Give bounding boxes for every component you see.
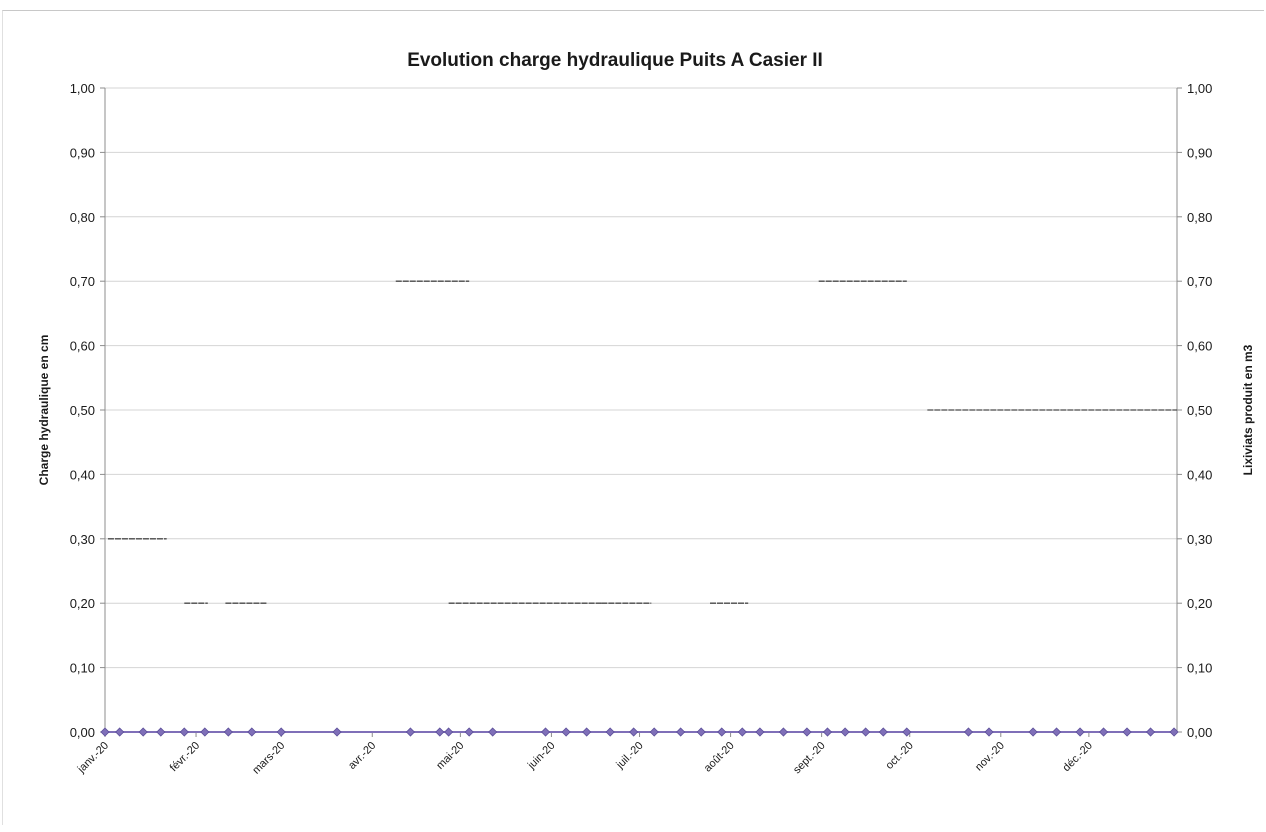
lixiviats-point	[435, 727, 445, 737]
lixiviats-point	[100, 727, 110, 737]
lixiviats-point	[605, 727, 615, 737]
y-axis-label: Charge hydraulique en cm	[37, 335, 51, 486]
y2-tick-label: 0,40	[1187, 467, 1212, 482]
lixiviats-point	[878, 727, 888, 737]
lixiviats-point	[582, 727, 592, 737]
y-tick-label: 0,80	[70, 210, 95, 225]
y-tick-label: 0,40	[70, 467, 95, 482]
gridlines	[105, 87, 1177, 669]
y2-tick-label: 0,10	[1187, 661, 1212, 676]
lixiviats-point	[649, 727, 659, 737]
lixiviats-point	[717, 727, 727, 737]
y-tick-label: 0,30	[70, 532, 95, 547]
y-tick-labels: 0,00 0,00 0,10 0,10 0,20 0,20 0,30 0,30 0,40 0,40…	[70, 81, 1213, 740]
y-tick-label: 0,50	[70, 403, 95, 418]
lixiviats-point	[1028, 727, 1038, 737]
lixiviats-point	[223, 727, 233, 737]
lixiviats-point	[276, 727, 286, 737]
lixiviats-point	[1099, 727, 1109, 737]
x-tick-label: août-20	[702, 740, 737, 775]
lixiviats-point	[200, 727, 210, 737]
x-tick-label: déc.-20	[1061, 740, 1095, 774]
x-tick-label: sept.-20	[791, 740, 828, 777]
y2-tick-label: 0,70	[1187, 274, 1212, 289]
x-tick-labels: janv.-20 févr.-20 mars-20 avr.-20 mai-20 juin…	[75, 740, 1095, 777]
y2-tick-label: 0,50	[1187, 403, 1212, 418]
lixiviats-point	[405, 727, 416, 737]
lixiviats-point	[1075, 727, 1085, 737]
x-tick-label: juin-20	[525, 740, 558, 773]
lixiviats-point	[963, 727, 974, 737]
y2-tick-label: 0,30	[1187, 532, 1212, 547]
y-tick-label: 0,70	[70, 274, 95, 289]
lixiviats-point	[561, 727, 571, 737]
lixiviats-point	[696, 727, 706, 737]
y-tick-label: 0,10	[70, 661, 95, 676]
axes	[100, 87, 1182, 737]
x-tick-label: janv.-20	[75, 740, 111, 776]
lixiviats-point	[902, 727, 912, 737]
lixiviats-point	[822, 727, 833, 737]
lixiviats-point	[861, 727, 871, 737]
lixiviats-point	[629, 727, 639, 737]
lixiviats-point	[138, 727, 148, 737]
lixiviats-point	[1169, 727, 1179, 737]
lixiviats-point	[755, 727, 765, 737]
lixiviats-point	[488, 727, 498, 737]
x-tick-label: avr.-20	[346, 740, 378, 772]
y-tick-label: 0,60	[70, 339, 95, 354]
x-tick-label: mai-20	[434, 740, 466, 772]
lixiviats-point	[156, 727, 166, 737]
lixiviats-point	[247, 727, 257, 737]
lixiviats-point	[464, 727, 474, 737]
y-tick-label: 0,20	[70, 596, 95, 611]
lixiviats-point	[778, 727, 789, 737]
lixiviats-point	[444, 727, 454, 737]
lixiviats-point	[179, 727, 189, 737]
lixiviats-point	[984, 727, 994, 737]
y2-tick-label: 0,90	[1187, 145, 1212, 160]
lixiviats-point	[1052, 727, 1062, 737]
y2-axis-label: Lixiviats produit en m3	[1241, 344, 1255, 475]
lixiviats-point	[540, 727, 551, 737]
x-tick-label: oct.-20	[884, 740, 916, 772]
x-tick-label: nov.-20	[973, 740, 1007, 774]
y2-tick-label: 0,20	[1187, 596, 1212, 611]
x-tick-label: févr.-20	[168, 740, 202, 774]
lixiviats-point	[840, 727, 850, 737]
lixiviats-point	[676, 727, 686, 737]
y-tick-label: 1,00	[70, 81, 95, 96]
lixiviats-point	[115, 727, 125, 737]
y-tick-label: 0,00	[70, 725, 95, 740]
chart-frame	[2, 10, 1264, 825]
y2-tick-label: 0,60	[1187, 339, 1212, 354]
chart-title: Evolution charge hydraulique Puits A Cas…	[407, 50, 823, 71]
series-group	[100, 280, 1179, 737]
lixiviats-point	[737, 727, 747, 737]
y-tick-label: 0,90	[70, 145, 95, 160]
y2-tick-label: 0,80	[1187, 210, 1212, 225]
lixiviats-point	[1122, 727, 1132, 737]
y2-tick-label: 1,00	[1187, 81, 1212, 96]
x-tick-label: mars-20	[250, 740, 287, 777]
lixiviats-point	[1146, 727, 1156, 737]
lixiviats-point	[332, 727, 342, 737]
x-tick-label: juil.-20	[614, 740, 646, 772]
y2-tick-label: 0,00	[1187, 725, 1212, 740]
lixiviats-point	[802, 727, 812, 737]
